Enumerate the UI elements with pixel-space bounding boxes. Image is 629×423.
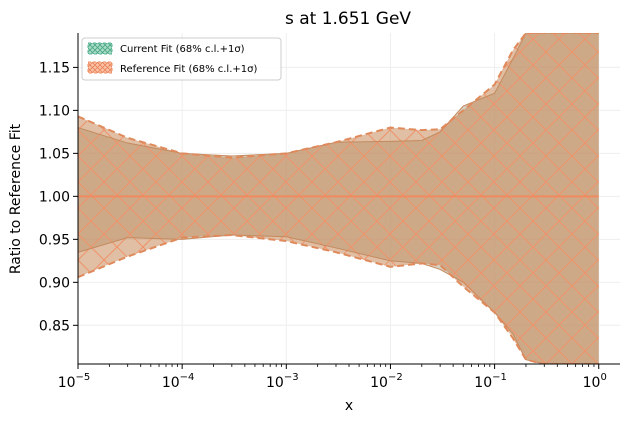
x-tick-label-exp-3: −2	[388, 372, 403, 383]
x-tick-label-1: 10−4	[162, 372, 195, 391]
x-tick-label-exp-2: −3	[284, 372, 299, 383]
reference-fit-lower-dashed	[78, 234, 599, 364]
x-tick-label-3: 10−2	[370, 372, 403, 391]
legend: Current Fit (68% c.l.+1σ) Reference Fit …	[81, 37, 282, 81]
reference-fit-upper-dashed	[78, 33, 599, 159]
x-tick-label-5: 100	[583, 372, 607, 391]
legend-label-reference: Reference Fit (68% c.l.+1σ)	[120, 64, 257, 75]
chart-title: s at 1.651 GeV	[285, 9, 411, 29]
y-tick-label-2: 0.95	[39, 232, 70, 248]
x-tick-label-exp-0: −5	[76, 372, 91, 383]
legend-swatch-reference-hatch	[87, 61, 113, 74]
y-axis-label: Ratio to Reference Fit	[8, 123, 24, 274]
x-tick-label-4: 10−1	[474, 372, 507, 391]
y-tick-label-3: 1.00	[39, 189, 70, 205]
x-tick-label-0: 10−5	[58, 372, 91, 391]
y-tick-label-1: 0.90	[39, 275, 70, 291]
x-tick-label-exp-1: −4	[180, 372, 195, 383]
y-tick-label-5: 1.10	[39, 103, 70, 119]
x-tick-label-2: 10−3	[266, 372, 299, 391]
y-tick-label-6: 1.15	[39, 60, 70, 76]
reference-fit-band-hatch	[78, 33, 599, 364]
x-tick-label-exp-5: 0	[600, 372, 606, 383]
x-axis-ticks: 10−5 10−4 10−3 10−2 10−1 100	[58, 364, 607, 391]
y-axis-ticks: 0.85 0.90 0.95 1.00 1.05 1.10 1.15	[39, 60, 78, 334]
legend-entry-reference: Reference Fit (68% c.l.+1σ)	[87, 61, 257, 75]
y-tick-label-0: 0.85	[39, 318, 70, 334]
x-tick-label-exp-4: −1	[492, 372, 507, 383]
legend-label-current: Current Fit (68% c.l.+1σ)	[120, 44, 245, 55]
legend-frame	[81, 37, 282, 81]
y-tick-label-4: 1.05	[39, 146, 70, 162]
legend-entry-current: Current Fit (68% c.l.+1σ)	[87, 42, 245, 55]
legend-swatch-current-hatch	[87, 42, 113, 55]
x-axis-label: x	[345, 398, 353, 414]
